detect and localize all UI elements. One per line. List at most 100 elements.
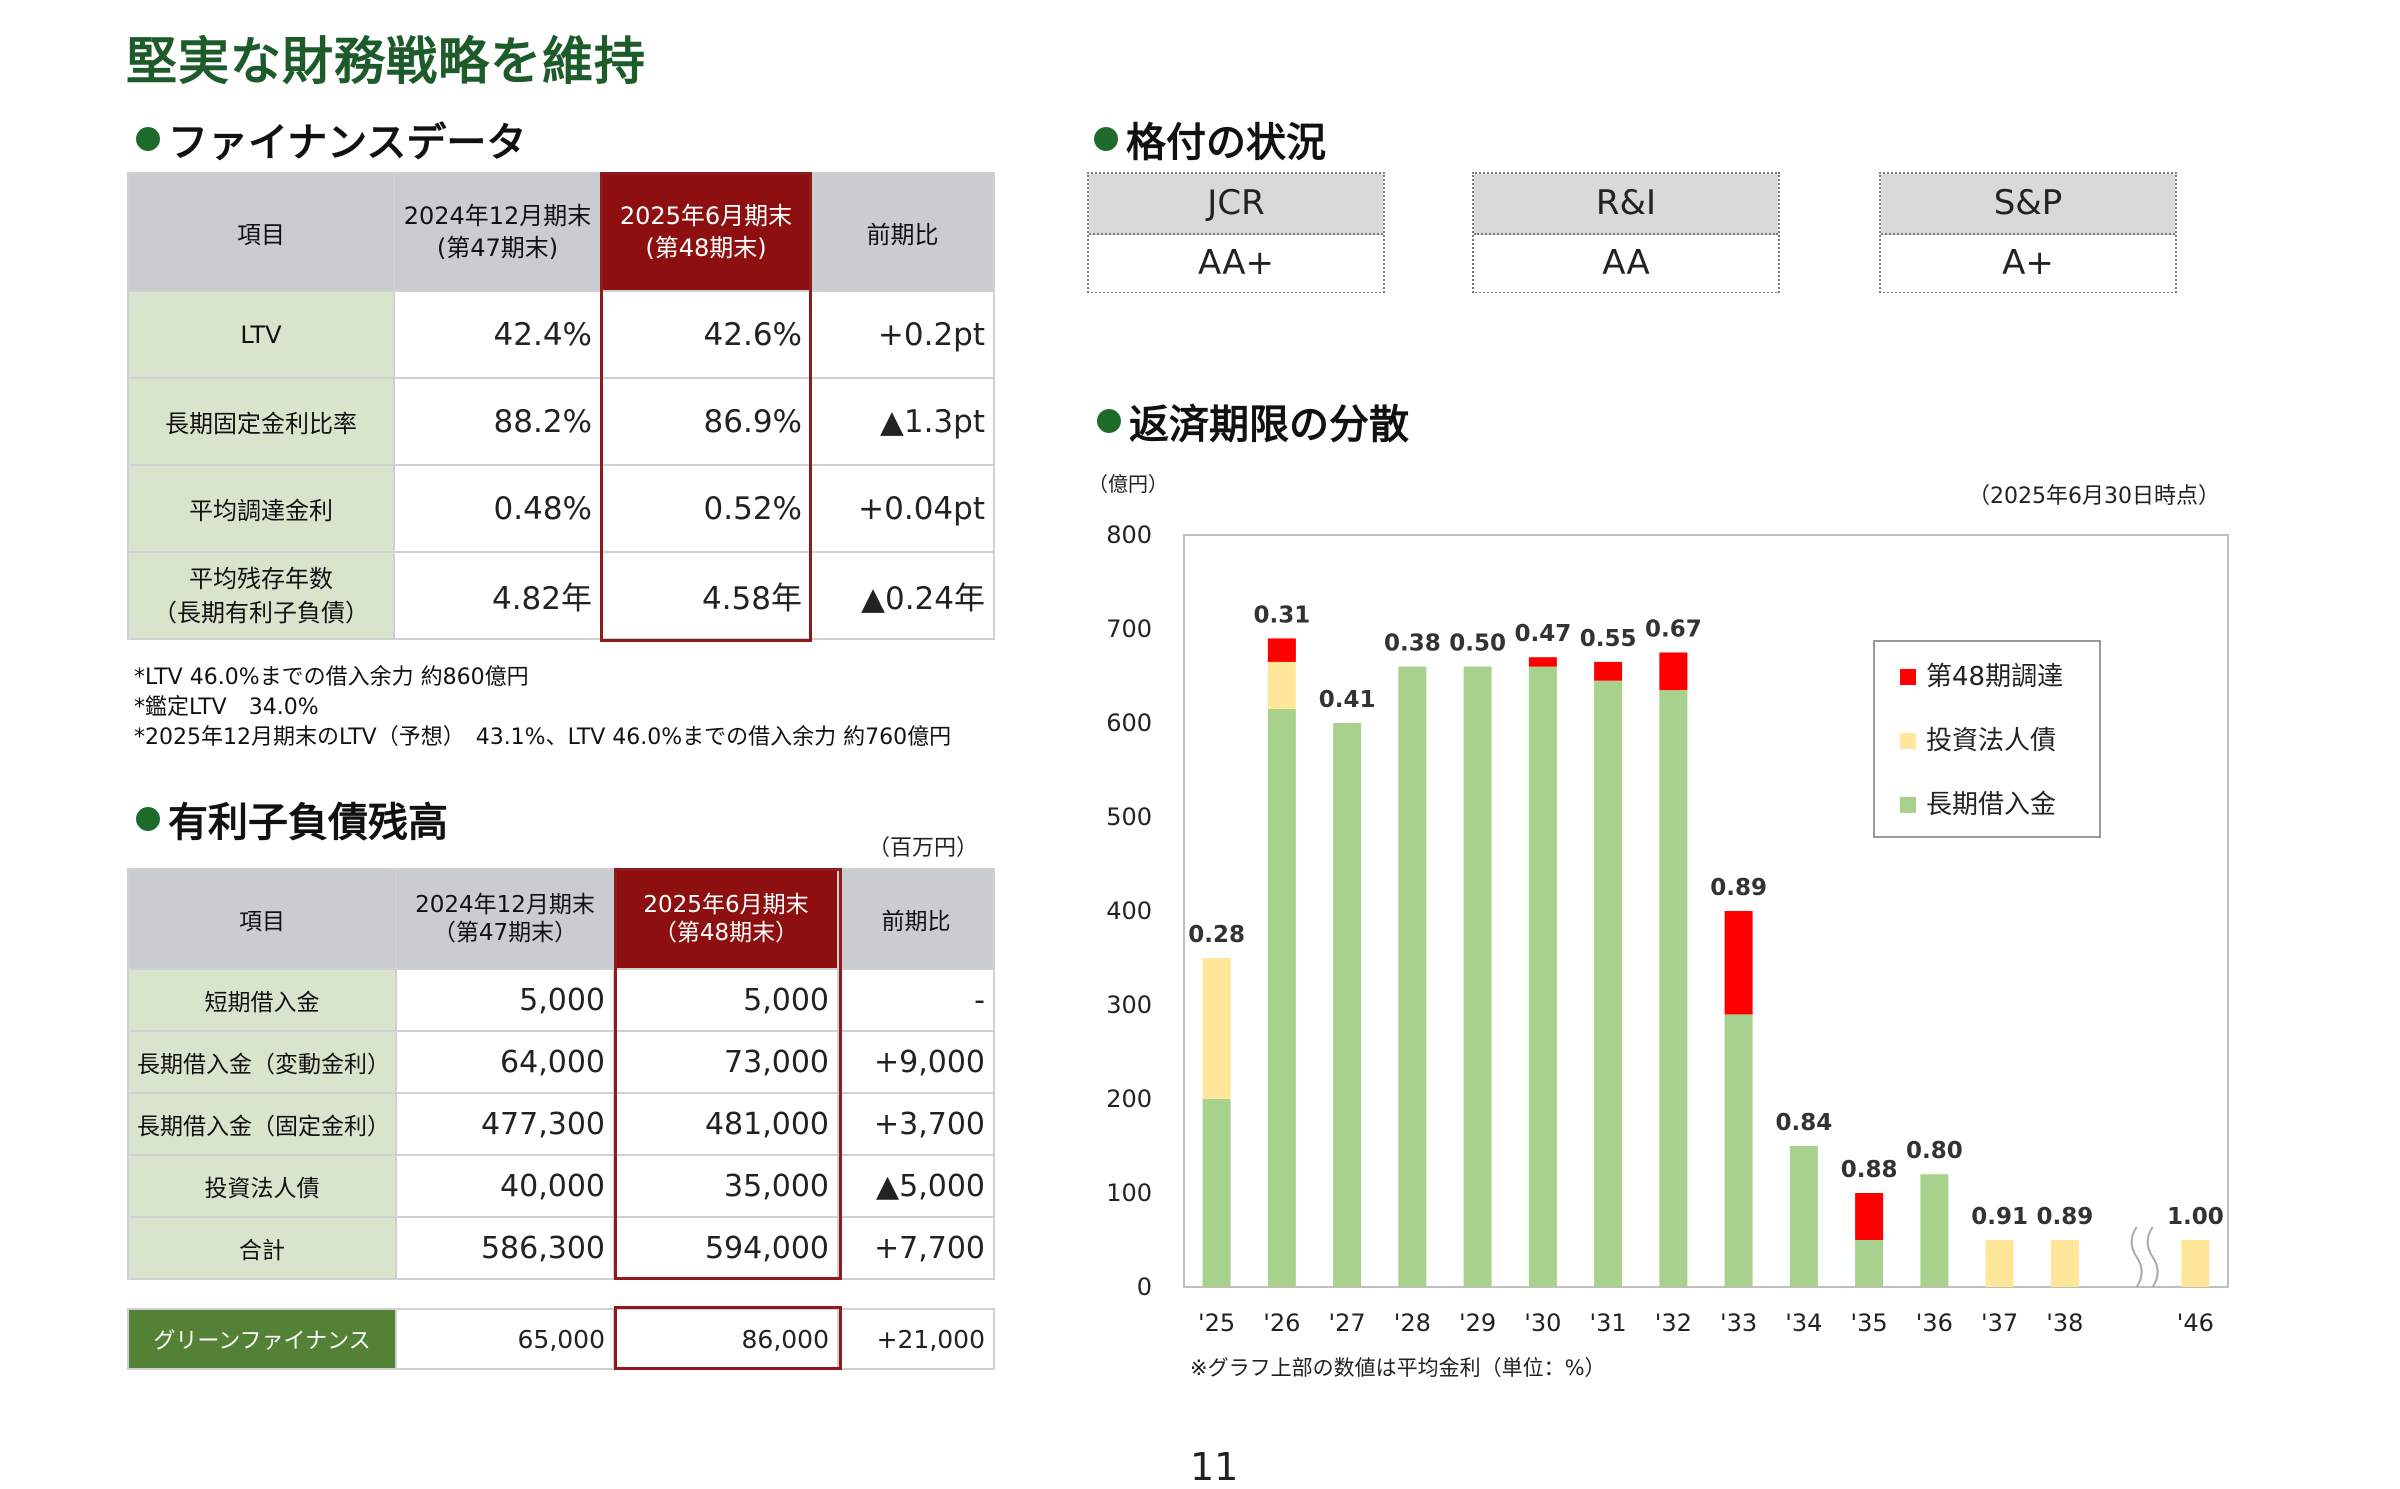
bar-segment [1789,1146,1818,1287]
cell-prev: 4.82年 [393,551,602,640]
table-row: 合計 586,300 594,000 +7,700 [127,1216,995,1280]
section-finance-title: ファイナンスデータ [168,120,527,166]
bar-segment [1267,708,1296,1287]
cell-current: 0.52% [600,464,812,553]
table-row: 平均残存年数 （長期有利子負債） 4.82年 4.58年 ▲0.24年 [127,551,995,640]
header-item: 項目 [127,172,395,292]
cell-prev: 5,000 [395,968,615,1032]
bar-segment [1724,1014,1753,1287]
cell-diff: ▲1.3pt [810,377,995,466]
table-row: 長期固定金利比率 88.2% 86.9% ▲1.3pt [127,377,995,466]
current-period-highlight [614,868,842,1280]
current-period-highlight [614,1306,842,1370]
bar-segment [1855,1193,1884,1240]
cell-diff: +21,000 [837,1308,995,1370]
rating-grade: AA [1474,235,1778,292]
rating-agency: R&I [1474,174,1778,235]
section-rating-title: 格付の状況 [1126,120,1326,166]
y-tick-label: 500 [1106,803,1152,831]
x-tick-label: '35 [1851,1309,1888,1337]
cell-current: 594,000 [613,1216,839,1280]
table-row: 平均調達金利 0.48% 0.52% +0.04pt [127,464,995,553]
cell-current: 5,000 [613,968,839,1032]
y-tick-label: 400 [1106,897,1152,925]
table-row: 投資法人債 40,000 35,000 ▲5,000 [127,1154,995,1218]
legend-swatch [1900,733,1916,749]
x-tick-label: '26 [1263,1309,1300,1337]
x-tick-label: '36 [1916,1309,1953,1337]
bar-segment [1920,1174,1949,1287]
chart-footnote: ※グラフ上部の数値は平均金利（単位：%） [1190,1356,1606,1380]
x-tick-label: '34 [1785,1309,1822,1337]
header-item: 項目 [127,868,397,970]
green-finance-table: グリーンファイナンス 65,000 86,000 +21,000 [127,1308,995,1370]
legend-label: 第48期調達 [1926,662,2063,692]
table-row: LTV 42.4% 42.6% +0.2pt [127,290,995,379]
cell-diff: +0.04pt [810,464,995,553]
section-finance-heading: ファイナンスデータ [136,110,526,168]
table-row: グリーンファイナンス 65,000 86,000 +21,000 [127,1308,995,1370]
x-tick-label: '32 [1655,1309,1692,1337]
x-tick-label: '28 [1394,1309,1431,1337]
cell-diff: +7,700 [837,1216,995,1280]
note-line: *LTV 46.0%までの借入余力 約860億円 [134,665,529,690]
y-tick-label: 800 [1106,521,1152,549]
row-label: グリーンファイナンス [127,1308,397,1370]
bar-segment [1594,680,1623,1287]
rate-label: 0.28 [1188,922,1245,948]
rate-label: 0.67 [1645,617,1702,643]
bar-segment [1528,666,1557,1287]
current-period-highlight [600,172,812,642]
rating-box-ri: R&I AA [1472,172,1780,293]
bar-segment [1267,638,1296,662]
cell-prev: 0.48% [393,464,602,553]
x-tick-label: '31 [1590,1309,1627,1337]
bar-segment [2181,1240,2210,1287]
debt-header-row: 項目 2024年12月期末 （第47期末） 2025年6月期末 （第48期末） 前期… [127,868,995,970]
row-label: 投資法人債 [127,1154,397,1218]
section-maturity-heading: 返済期限の分散 [1097,392,1409,450]
cell-current: 73,000 [613,1030,839,1094]
bar-segment [1202,1099,1231,1287]
rate-label: 0.91 [1971,1204,2028,1230]
section-debt-heading: 有利子負債残高 [136,790,448,848]
rating-box-sp: S&P A+ [1879,172,2177,293]
finance-notes: *LTV 46.0%までの借入余力 約860億円 *鑑定LTV 34.0% *2… [134,663,951,753]
x-tick-label: '37 [1981,1309,2018,1337]
row-label: 長期借入金（固定金利） [127,1092,397,1156]
section-debt-title: 有利子負債残高 [168,800,448,846]
cell-prev: 64,000 [395,1030,615,1094]
rate-label: 0.89 [1710,875,1767,901]
finance-header-row: 項目 2024年12月期末 (第47期末) 2025年6月期末 (第48期末) 前期… [127,172,995,292]
rate-label: 0.88 [1841,1157,1898,1183]
rating-agency: S&P [1881,174,2175,235]
x-tick-label: '27 [1329,1309,1366,1337]
cell-prev: 40,000 [395,1154,615,1218]
cell-prev: 42.4% [393,290,602,379]
bar-segment [1463,666,1492,1287]
rate-label: 0.55 [1580,626,1637,652]
cell-prev: 88.2% [393,377,602,466]
header-diff: 前期比 [810,172,995,292]
note-line: *鑑定LTV 34.0% [134,695,319,720]
rate-label: 0.31 [1254,602,1311,628]
header-diff: 前期比 [837,868,995,970]
table-row: 短期借入金 5,000 5,000 - [127,968,995,1032]
debt-table: 項目 2024年12月期末 （第47期末） 2025年6月期末 （第48期末） 前期… [127,868,995,1280]
axis-break-mark [2130,1226,2143,1288]
rate-label: 0.50 [1449,631,1506,657]
debt-unit: （百万円） [868,836,979,861]
bar-segment [1398,666,1427,1287]
cell-diff: +9,000 [837,1030,995,1094]
rating-grade: A+ [1881,235,2175,292]
bullet-icon [1094,127,1118,151]
y-tick-label: 100 [1106,1179,1152,1207]
note-line: *2025年12月期末のLTV（予想） 43.1%、LTV 46.0%までの借入… [134,725,952,750]
y-tick-label: 300 [1106,991,1152,1019]
bullet-icon [1097,409,1121,433]
axis-break-mark [2146,1226,2159,1288]
bar-segment [1985,1240,2014,1287]
legend-label: 投資法人債 [1926,726,2056,756]
rate-label: 0.47 [1515,621,1572,647]
header-prev: 2024年12月期末 (第47期末) [393,172,602,292]
